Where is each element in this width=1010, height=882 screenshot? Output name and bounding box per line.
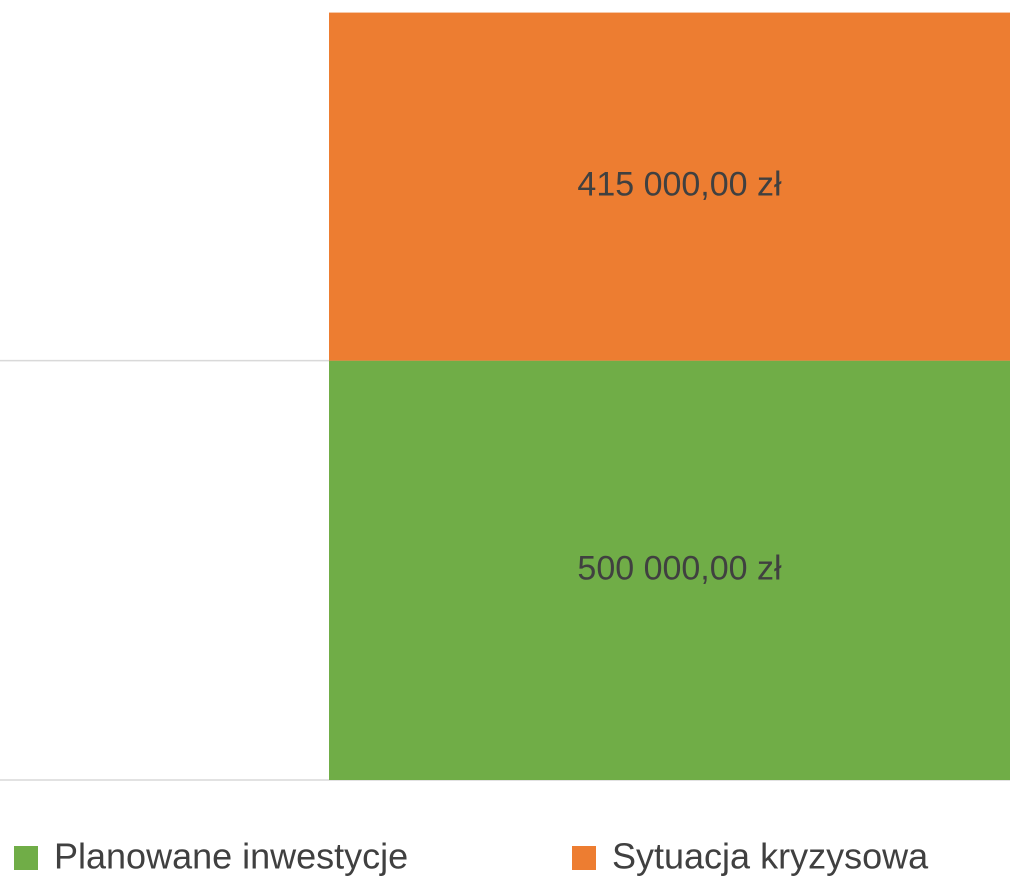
bar-segment — [329, 12, 1010, 361]
data-label: 415 000,00 zł — [577, 166, 782, 204]
legend-label: Planowane inwestycje — [54, 836, 408, 877]
data-label: 500 000,00 zł — [577, 549, 782, 587]
legend-swatch — [572, 846, 596, 870]
legend-swatch — [14, 846, 38, 870]
legend-label: Sytuacja kryzysowa — [612, 836, 929, 877]
bar-segment — [329, 360, 1010, 780]
